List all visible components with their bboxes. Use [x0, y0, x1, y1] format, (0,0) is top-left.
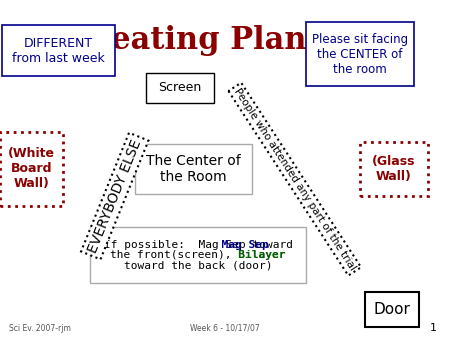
Text: Sci Ev. 2007-rjm: Sci Ev. 2007-rjm — [9, 324, 71, 333]
Text: Door: Door — [373, 302, 410, 317]
Text: Bilayer: Bilayer — [110, 250, 286, 260]
Text: Mag Sep: Mag Sep — [127, 240, 269, 250]
Text: the front(screen), Bilayer: the front(screen), Bilayer — [110, 250, 286, 260]
FancyBboxPatch shape — [364, 291, 418, 327]
FancyBboxPatch shape — [90, 227, 306, 283]
FancyBboxPatch shape — [360, 142, 427, 196]
Text: Seating Plan: Seating Plan — [89, 25, 307, 56]
Text: People who attended any part of the trial: People who attended any part of the tria… — [232, 86, 357, 272]
Text: Please sit facing
the CENTER of
the room: Please sit facing the CENTER of the room — [312, 32, 408, 76]
Text: (Glass
Wall): (Glass Wall) — [372, 155, 415, 183]
FancyBboxPatch shape — [306, 22, 414, 86]
FancyBboxPatch shape — [2, 25, 115, 76]
Text: (White
Board
Wall): (White Board Wall) — [8, 147, 55, 191]
FancyBboxPatch shape — [135, 144, 252, 194]
Text: toward the back (door): toward the back (door) — [124, 260, 272, 270]
Text: 1: 1 — [429, 323, 436, 333]
Text: DIFFERENT
from last week: DIFFERENT from last week — [12, 37, 105, 65]
Text: Screen: Screen — [158, 81, 202, 94]
Text: EVERYBODY ELSE: EVERYBODY ELSE — [86, 137, 144, 255]
FancyBboxPatch shape — [146, 73, 214, 103]
Text: If possible:  Mag Sep toward: If possible: Mag Sep toward — [104, 240, 292, 250]
FancyBboxPatch shape — [0, 132, 63, 206]
Text: The Center of
the Room: The Center of the Room — [146, 154, 241, 184]
Text: Week 6 - 10/17/07: Week 6 - 10/17/07 — [190, 324, 260, 333]
